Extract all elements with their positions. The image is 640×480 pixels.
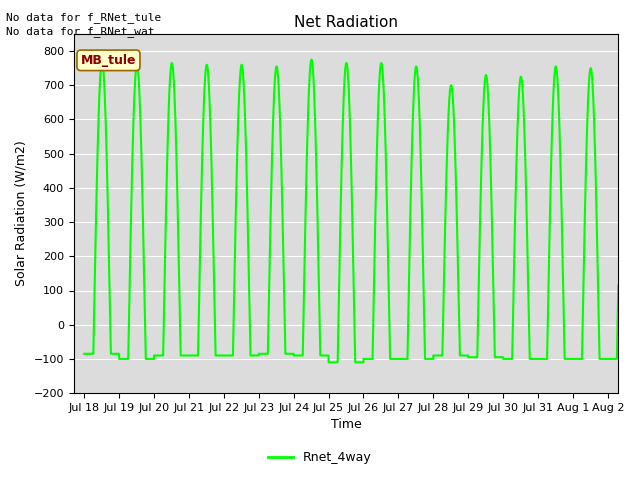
Legend: Rnet_4way: Rnet_4way [263, 446, 377, 469]
Text: No data for f_RNet_wat: No data for f_RNet_wat [6, 26, 155, 37]
Text: MB_tule: MB_tule [81, 54, 136, 67]
X-axis label: Time: Time [331, 419, 362, 432]
Text: No data for f_RNet_tule: No data for f_RNet_tule [6, 12, 162, 23]
Y-axis label: Solar Radiation (W/m2): Solar Radiation (W/m2) [15, 141, 28, 287]
Title: Net Radiation: Net Radiation [294, 15, 398, 30]
